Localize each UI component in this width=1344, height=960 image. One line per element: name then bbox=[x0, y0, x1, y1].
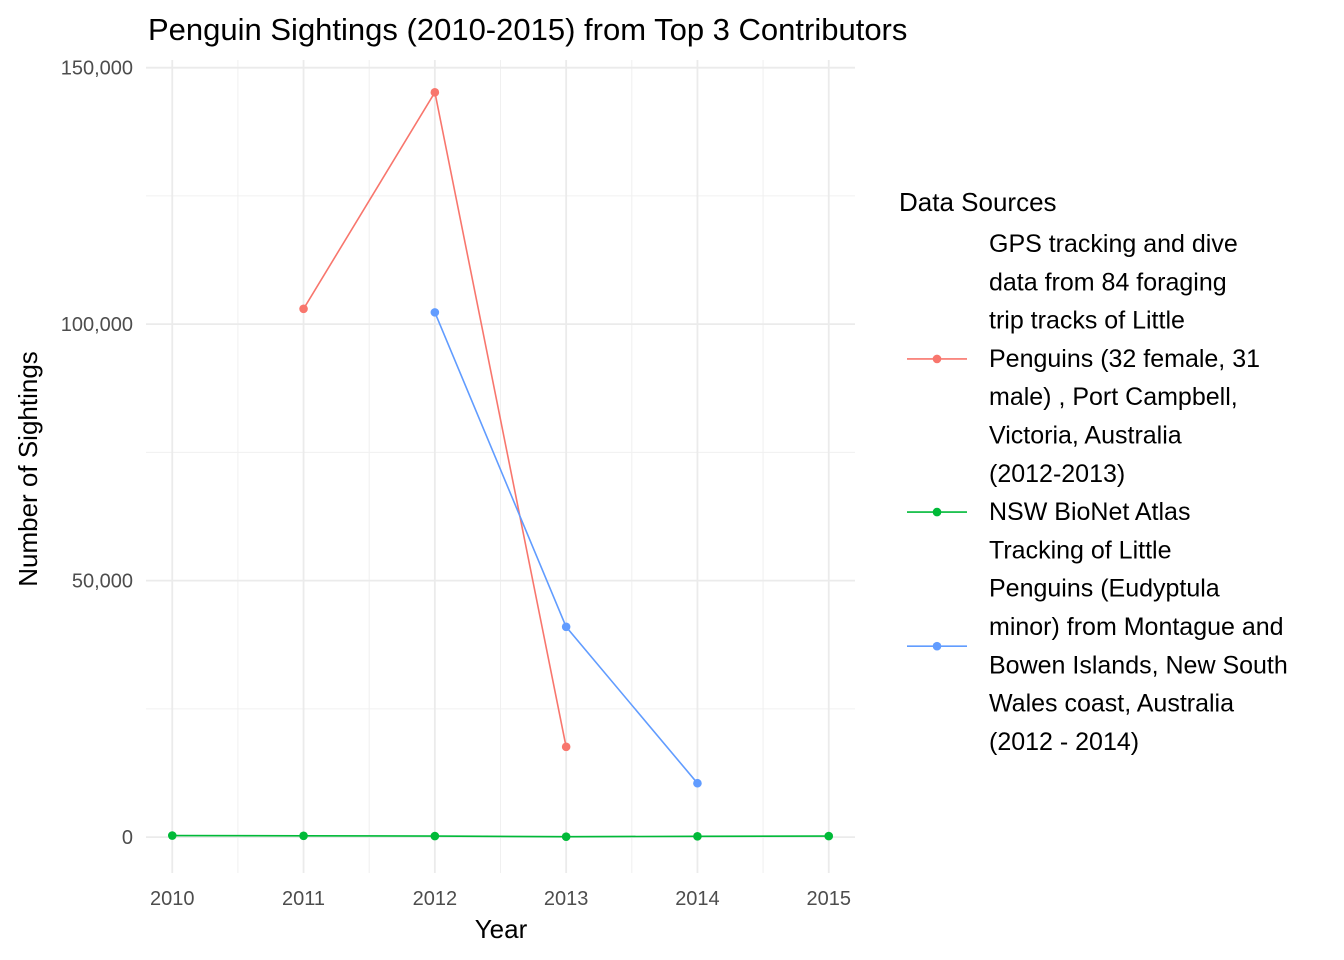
data-point bbox=[561, 832, 571, 841]
x-axis-title: Year bbox=[475, 914, 528, 944]
data-point bbox=[693, 778, 702, 788]
legend-label-line: Victoria, Australia bbox=[989, 422, 1182, 450]
x-tick-label: 2013 bbox=[544, 888, 589, 910]
data-point bbox=[167, 831, 177, 840]
x-tick-label: 2015 bbox=[806, 888, 851, 910]
legend-label-line: Tracking of Little bbox=[989, 536, 1171, 564]
y-axis-title: Number of Sightings bbox=[13, 351, 43, 587]
axis-ticks: 2010 2011 2012 2013 2014 2015 0 50,000 100,000 15… bbox=[61, 58, 851, 910]
legend-label-line: Penguins (Eudyptula bbox=[989, 575, 1220, 603]
data-point bbox=[430, 308, 440, 317]
legend: Data Sources GPS tracking and dive data f… bbox=[899, 187, 1288, 756]
legend-label-line: male) , Port Campbell, bbox=[989, 383, 1238, 411]
y-tick-label: 150,000 bbox=[61, 58, 133, 80]
x-tick-label: 2012 bbox=[413, 888, 458, 910]
y-tick-label: 0 bbox=[122, 827, 133, 849]
data-point bbox=[693, 832, 702, 841]
legend-label-line: Bowen Islands, New South bbox=[989, 651, 1288, 679]
chart-title: Penguin Sightings (2010-2015) from Top 3… bbox=[148, 12, 907, 47]
legend-key-point bbox=[932, 354, 942, 364]
legend-title: Data Sources bbox=[899, 187, 1057, 217]
data-point bbox=[561, 622, 571, 632]
x-tick-label: 2010 bbox=[150, 888, 195, 910]
data-point bbox=[299, 304, 308, 314]
legend-label-line: (2012 - 2014) bbox=[989, 728, 1139, 756]
legend-key-point bbox=[932, 641, 942, 651]
x-tick-label: 2014 bbox=[675, 888, 720, 910]
legend-key-point bbox=[932, 507, 942, 517]
data-point bbox=[561, 742, 571, 752]
grid bbox=[146, 60, 855, 873]
data-point bbox=[430, 88, 440, 97]
y-tick-label: 50,000 bbox=[72, 571, 133, 593]
legend-label-line: minor) from Montague and bbox=[989, 613, 1284, 641]
data-point bbox=[299, 831, 308, 841]
legend-label-line: GPS tracking and dive bbox=[989, 230, 1238, 258]
legend-label-line: data from 84 foraging bbox=[989, 268, 1227, 296]
series-lines bbox=[167, 88, 834, 841]
legend-label-line: trip tracks of Little bbox=[989, 307, 1185, 335]
y-tick-label: 100,000 bbox=[61, 314, 133, 336]
legend-label-line: (2012-2013) bbox=[989, 460, 1125, 488]
series-line-2 bbox=[172, 834, 829, 838]
data-point bbox=[824, 831, 834, 841]
x-tick-label: 2011 bbox=[282, 888, 325, 910]
legend-label-line: Penguins (32 female, 31 bbox=[989, 345, 1260, 373]
legend-label-line: NSW BioNet Atlas bbox=[989, 498, 1190, 526]
data-point bbox=[430, 831, 440, 841]
legend-label-line: Wales coast, Australia bbox=[989, 690, 1234, 718]
